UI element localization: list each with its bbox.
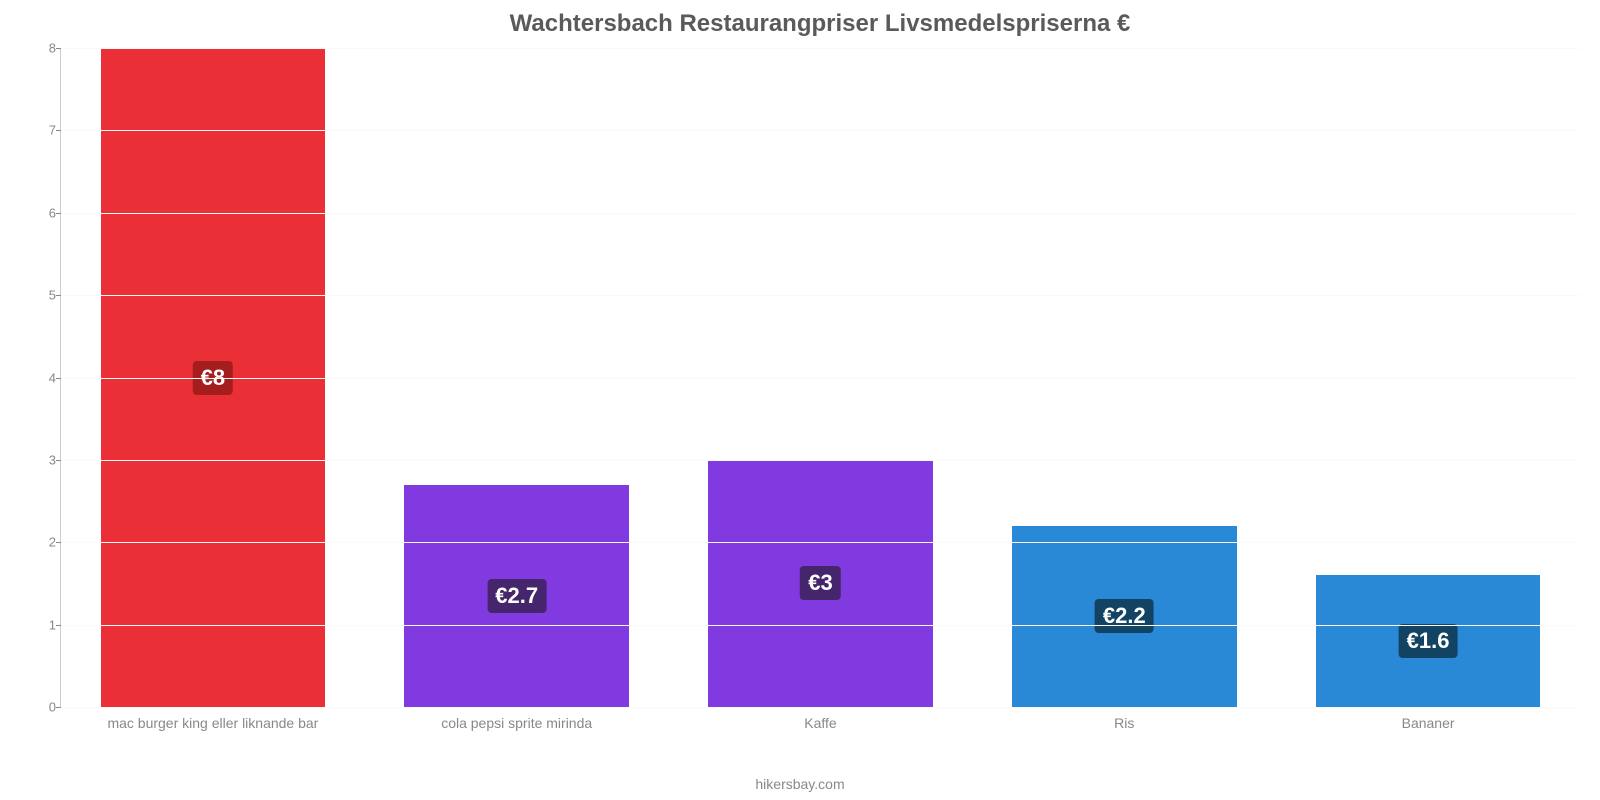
- bar: €2.2: [1012, 526, 1237, 707]
- ytick-label: 0: [31, 700, 56, 715]
- ytick-label: 8: [31, 41, 56, 56]
- ytick-mark: [56, 295, 61, 296]
- gridline: [61, 213, 1580, 214]
- x-axis-labels: mac burger king eller liknande barcola p…: [61, 715, 1580, 731]
- ytick-label: 3: [31, 452, 56, 467]
- plot-area: €8€2.7€3€2.2€1.6 mac burger king eller l…: [60, 48, 1580, 708]
- ytick-mark: [56, 460, 61, 461]
- gridline: [61, 542, 1580, 543]
- chart-title: Wachtersbach Restaurangpriser Livsmedels…: [60, 10, 1580, 38]
- bar: €3: [708, 460, 933, 707]
- ytick-label: 4: [31, 370, 56, 385]
- ytick-mark: [56, 130, 61, 131]
- gridline: [61, 460, 1580, 461]
- ytick-label: 2: [31, 535, 56, 550]
- bar-value-badge: €1.6: [1399, 624, 1458, 658]
- gridline: [61, 625, 1580, 626]
- bar-value-badge: €2.7: [487, 579, 546, 613]
- ytick-mark: [56, 542, 61, 543]
- gridline: [61, 130, 1580, 131]
- ytick-label: 7: [31, 123, 56, 138]
- ytick-label: 1: [31, 617, 56, 632]
- x-axis-label: Ris: [972, 715, 1276, 731]
- ytick-mark: [56, 48, 61, 49]
- x-axis-label: Kaffe: [669, 715, 973, 731]
- x-axis-label: mac burger king eller liknande bar: [61, 715, 365, 731]
- gridline: [61, 48, 1580, 49]
- attribution-text: hikersbay.com: [0, 776, 1600, 792]
- ytick-label: 6: [31, 205, 56, 220]
- x-axis-label: cola pepsi sprite mirinda: [365, 715, 669, 731]
- bar-value-badge: €2.2: [1095, 599, 1154, 633]
- bar: €2.7: [404, 485, 629, 707]
- bar-value-badge: €3: [800, 566, 840, 600]
- bar: €1.6: [1316, 575, 1541, 707]
- gridline: [61, 295, 1580, 296]
- ytick-mark: [56, 213, 61, 214]
- gridline: [61, 378, 1580, 379]
- ytick-mark: [56, 625, 61, 626]
- gridline: [61, 707, 1580, 708]
- x-axis-label: Bananer: [1276, 715, 1580, 731]
- ytick-label: 5: [31, 288, 56, 303]
- ytick-mark: [56, 707, 61, 708]
- chart-container: Wachtersbach Restaurangpriser Livsmedels…: [0, 0, 1600, 800]
- ytick-mark: [56, 378, 61, 379]
